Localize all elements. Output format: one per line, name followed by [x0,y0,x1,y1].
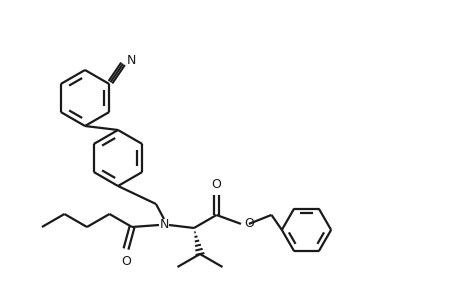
Text: N: N [159,217,169,231]
Text: N: N [127,54,137,67]
Text: O: O [121,255,131,268]
Text: O: O [212,178,221,191]
Text: O: O [244,217,254,230]
